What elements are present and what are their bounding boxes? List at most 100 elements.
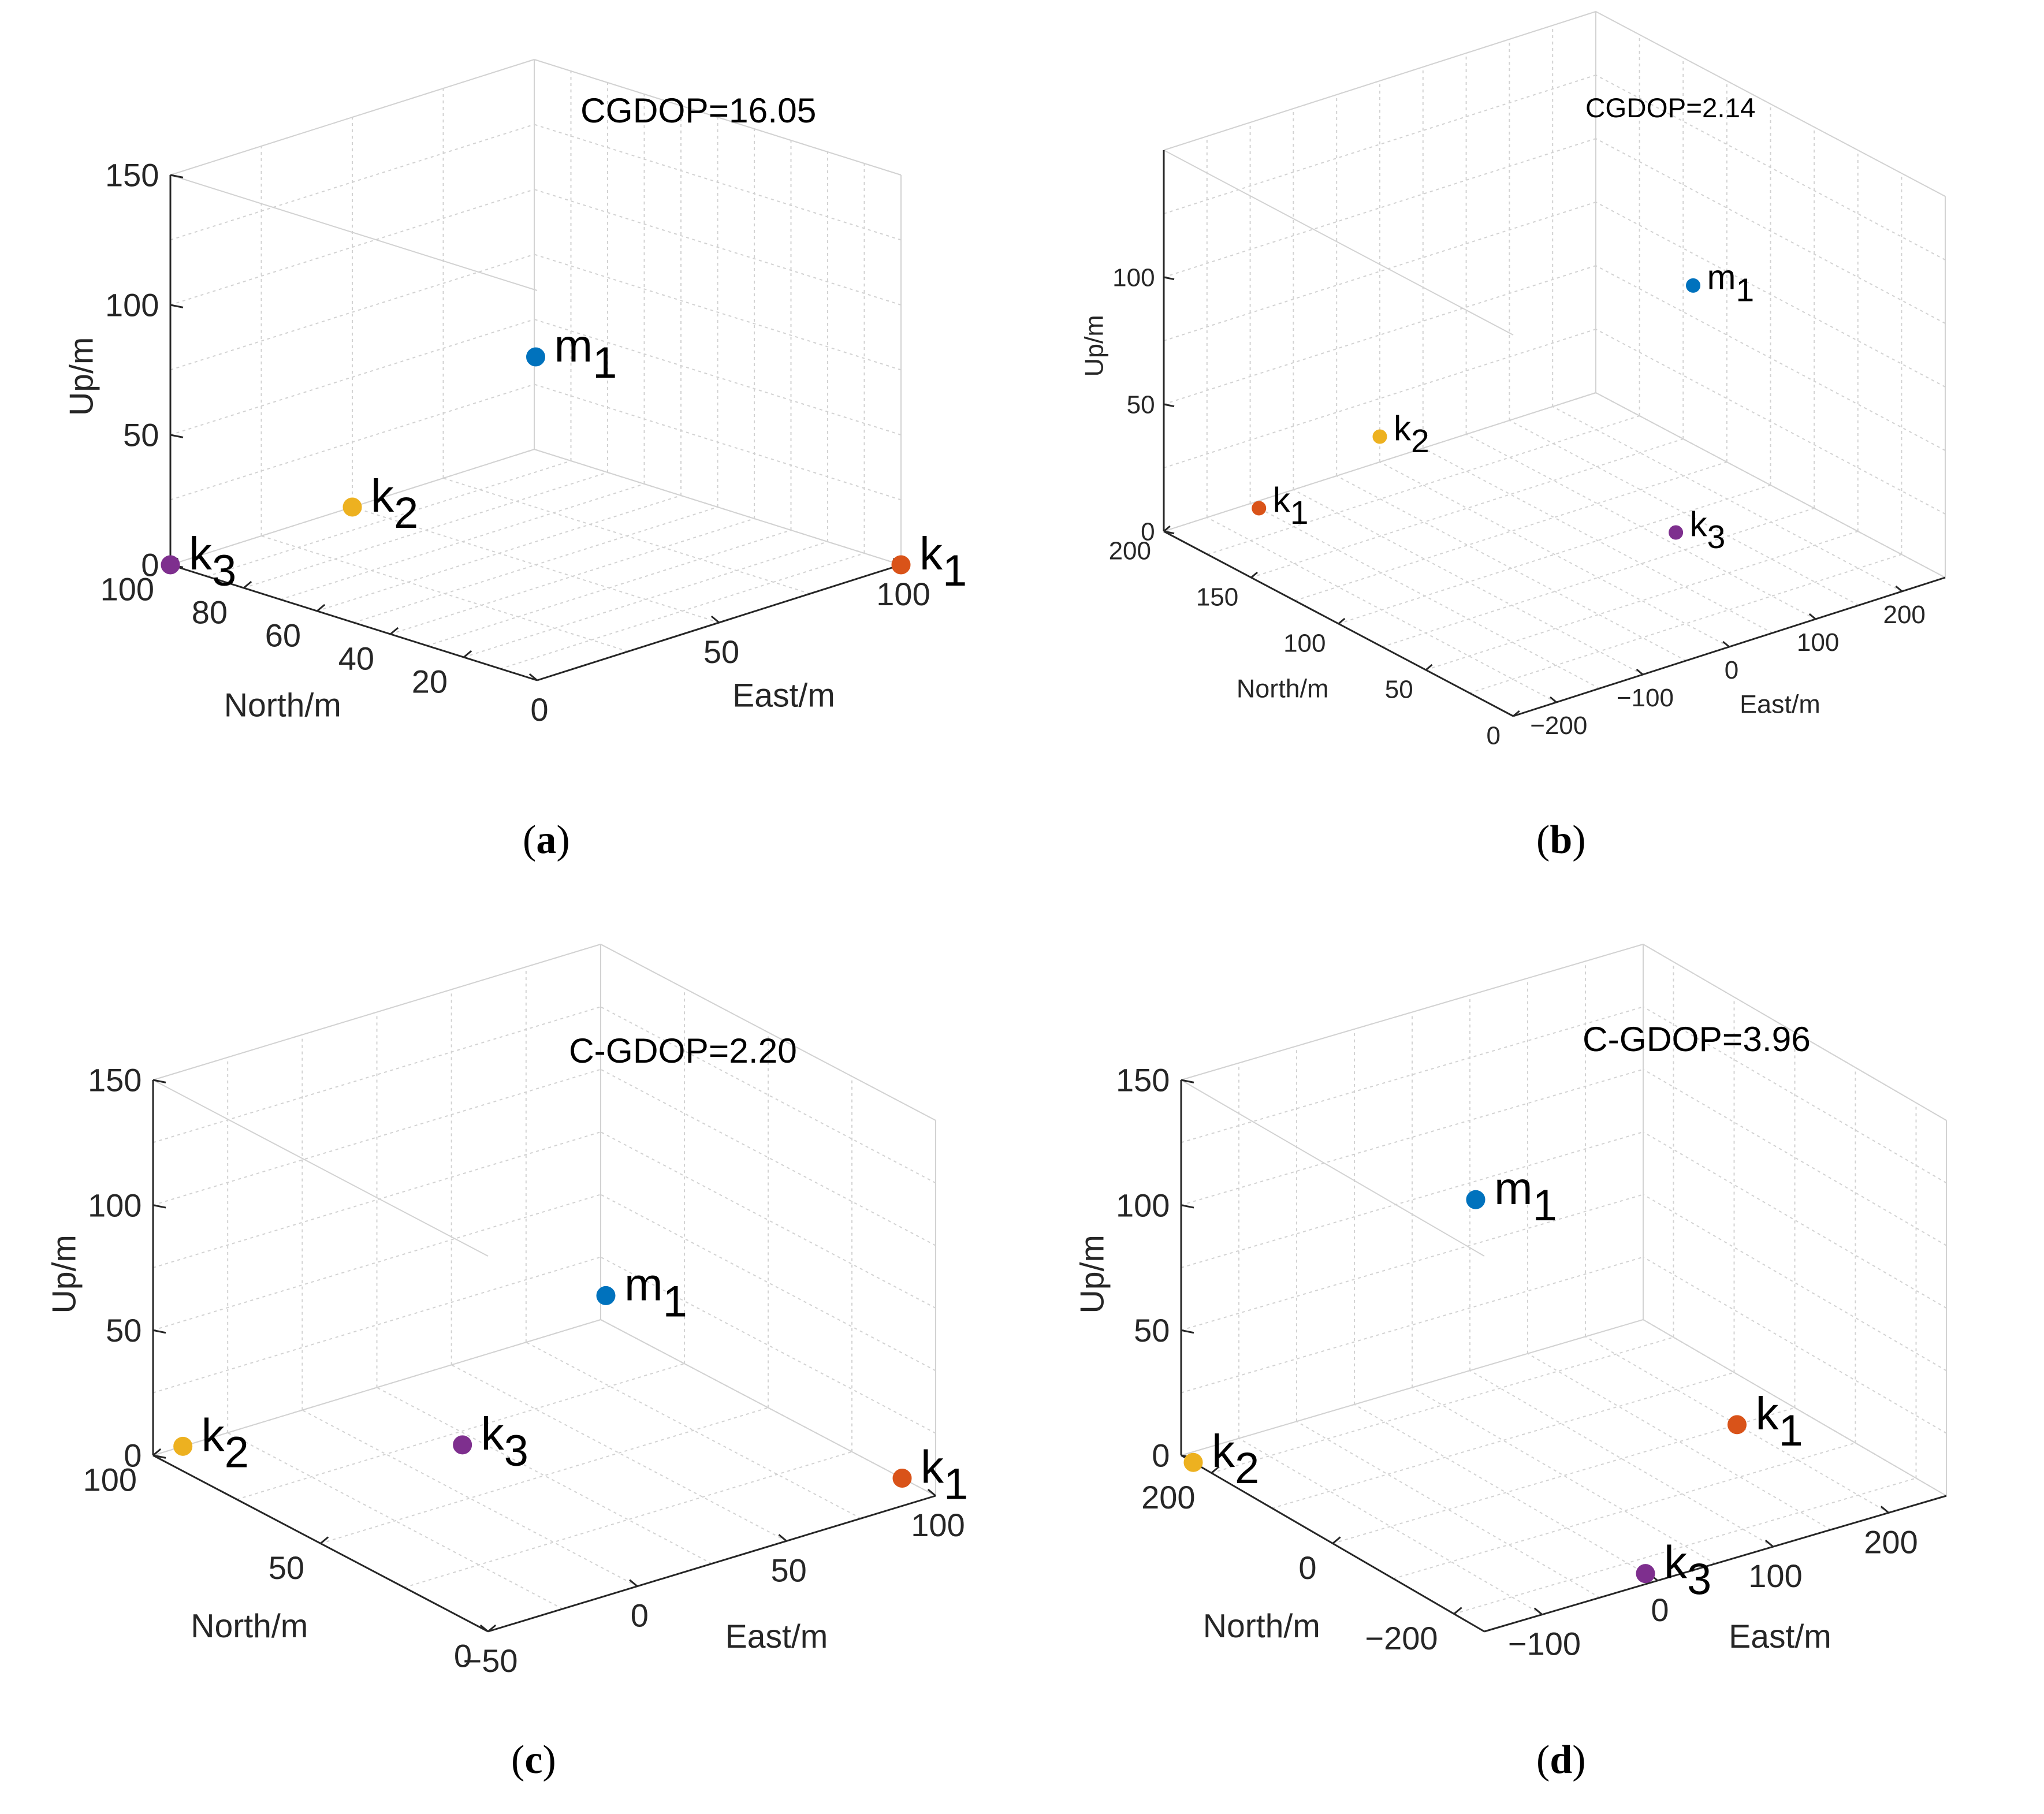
east-tick (1895, 585, 1903, 593)
grid-line (170, 319, 535, 435)
up-tick (152, 1329, 166, 1334)
up-tick-label: 50 (106, 1312, 142, 1349)
up-tick-label: 0 (124, 1437, 142, 1474)
grid-line (1181, 1006, 1644, 1143)
chart-title: C-GDOP=3.96 (1583, 1019, 1811, 1059)
grid-line (1354, 1404, 1658, 1581)
up-tick (1163, 403, 1175, 408)
grid-line (1181, 944, 1644, 1081)
grid-line (1585, 1336, 1889, 1514)
east-tick (629, 1579, 638, 1587)
grid-line (207, 460, 571, 577)
point-k2 (1372, 429, 1387, 444)
east-tick (528, 673, 538, 681)
grid-line (534, 59, 902, 176)
point-label-k1: k1 (919, 528, 967, 595)
panel-a: 05010020406080100050100150East/mNorth/mU… (64, 59, 967, 862)
grid-line (534, 319, 902, 435)
north-tick (1211, 1466, 1220, 1474)
chart-title: C-GDOP=2.20 (569, 1031, 797, 1070)
north-tick-label: 50 (269, 1549, 304, 1586)
grid-line (1181, 1256, 1644, 1394)
north-tick (1425, 664, 1433, 671)
pane-edge (1163, 11, 1596, 151)
panel-b: −200−1000100200050100150200050100East/mN… (1079, 11, 1946, 862)
east-tick (1550, 696, 1557, 703)
grid-line (534, 449, 902, 565)
north-tick-label: 100 (1283, 629, 1326, 657)
up-tick (152, 1079, 166, 1083)
grid-line (1238, 1437, 1543, 1615)
point-label-k1: k1 (921, 1441, 968, 1509)
up-tick-label: 100 (1112, 263, 1155, 292)
north-tick (152, 1448, 162, 1457)
point-label-m1: m1 (554, 320, 617, 388)
grid-line (170, 124, 535, 241)
point-label-k2: k2 (1212, 1425, 1259, 1493)
pane-edge (152, 1079, 489, 1257)
point-label-m1: m1 (624, 1258, 687, 1326)
east-axis (1484, 1495, 1947, 1633)
grid-line (317, 495, 682, 612)
north-axis-label: North/m (1203, 1608, 1320, 1645)
up-tick-label: 150 (105, 157, 159, 193)
grid-line (152, 1319, 601, 1456)
up-tick (1163, 530, 1175, 535)
east-tick-label: 0 (1651, 1592, 1669, 1628)
east-tick (1636, 668, 1644, 676)
east-tick (710, 615, 720, 624)
east-tick (927, 1488, 936, 1497)
up-tick (170, 434, 184, 438)
east-tick-label: −100 (1508, 1626, 1581, 1662)
east-tick (1880, 1506, 1889, 1514)
north-tick (463, 650, 472, 658)
east-tick-label: 100 (876, 576, 930, 612)
grid-line (152, 1131, 601, 1268)
east-tick-label: 0 (530, 691, 548, 728)
grid-line (534, 189, 902, 306)
north-tick-label: 150 (1196, 583, 1238, 611)
up-axis-label: Up/m (1079, 315, 1108, 377)
north-tick (243, 580, 252, 589)
up-tick (152, 1454, 166, 1459)
up-tick (1163, 276, 1175, 281)
up-axis-label: Up/m (64, 337, 100, 415)
grid-line (1423, 448, 1773, 634)
point-label-k3: k3 (1664, 1537, 1711, 1604)
point-label-k2: k2 (202, 1409, 249, 1477)
grid-line (170, 254, 535, 371)
east-tick-label: −100 (1617, 684, 1674, 712)
north-axis-label: North/m (224, 687, 341, 724)
up-tick (170, 174, 184, 178)
grid-line (1181, 1131, 1644, 1268)
up-tick-label: 100 (105, 287, 159, 323)
grid-line (170, 59, 535, 176)
grid-line (353, 506, 718, 623)
east-tick (778, 1534, 787, 1542)
east-tick-label: 200 (1864, 1524, 1918, 1560)
up-axis-label: Up/m (1074, 1235, 1111, 1313)
east-axis-label: East/m (1740, 689, 1820, 718)
point-m1 (1686, 278, 1701, 293)
up-tick (1181, 1204, 1194, 1209)
point-k1 (1727, 1415, 1747, 1435)
grid-line (1595, 138, 1946, 324)
grid-line (1643, 1131, 1947, 1309)
north-tick-label: 80 (192, 594, 228, 631)
grid-line (152, 1194, 601, 1331)
point-label-m1: m1 (1707, 258, 1755, 308)
north-axis-label: North/m (191, 1608, 308, 1645)
east-axis-label: East/m (1729, 1618, 1831, 1655)
grid-line (427, 530, 791, 646)
grid-line (243, 472, 608, 588)
grid-line (1332, 1407, 1795, 1544)
grid-line (534, 254, 902, 371)
grid-line (1595, 75, 1946, 260)
grid-line (1643, 1319, 1947, 1496)
grid-line (320, 1407, 769, 1544)
up-tick (1181, 1079, 1194, 1083)
east-tick (1764, 1539, 1774, 1548)
grid-line (170, 383, 535, 501)
grid-line (1595, 202, 1946, 388)
